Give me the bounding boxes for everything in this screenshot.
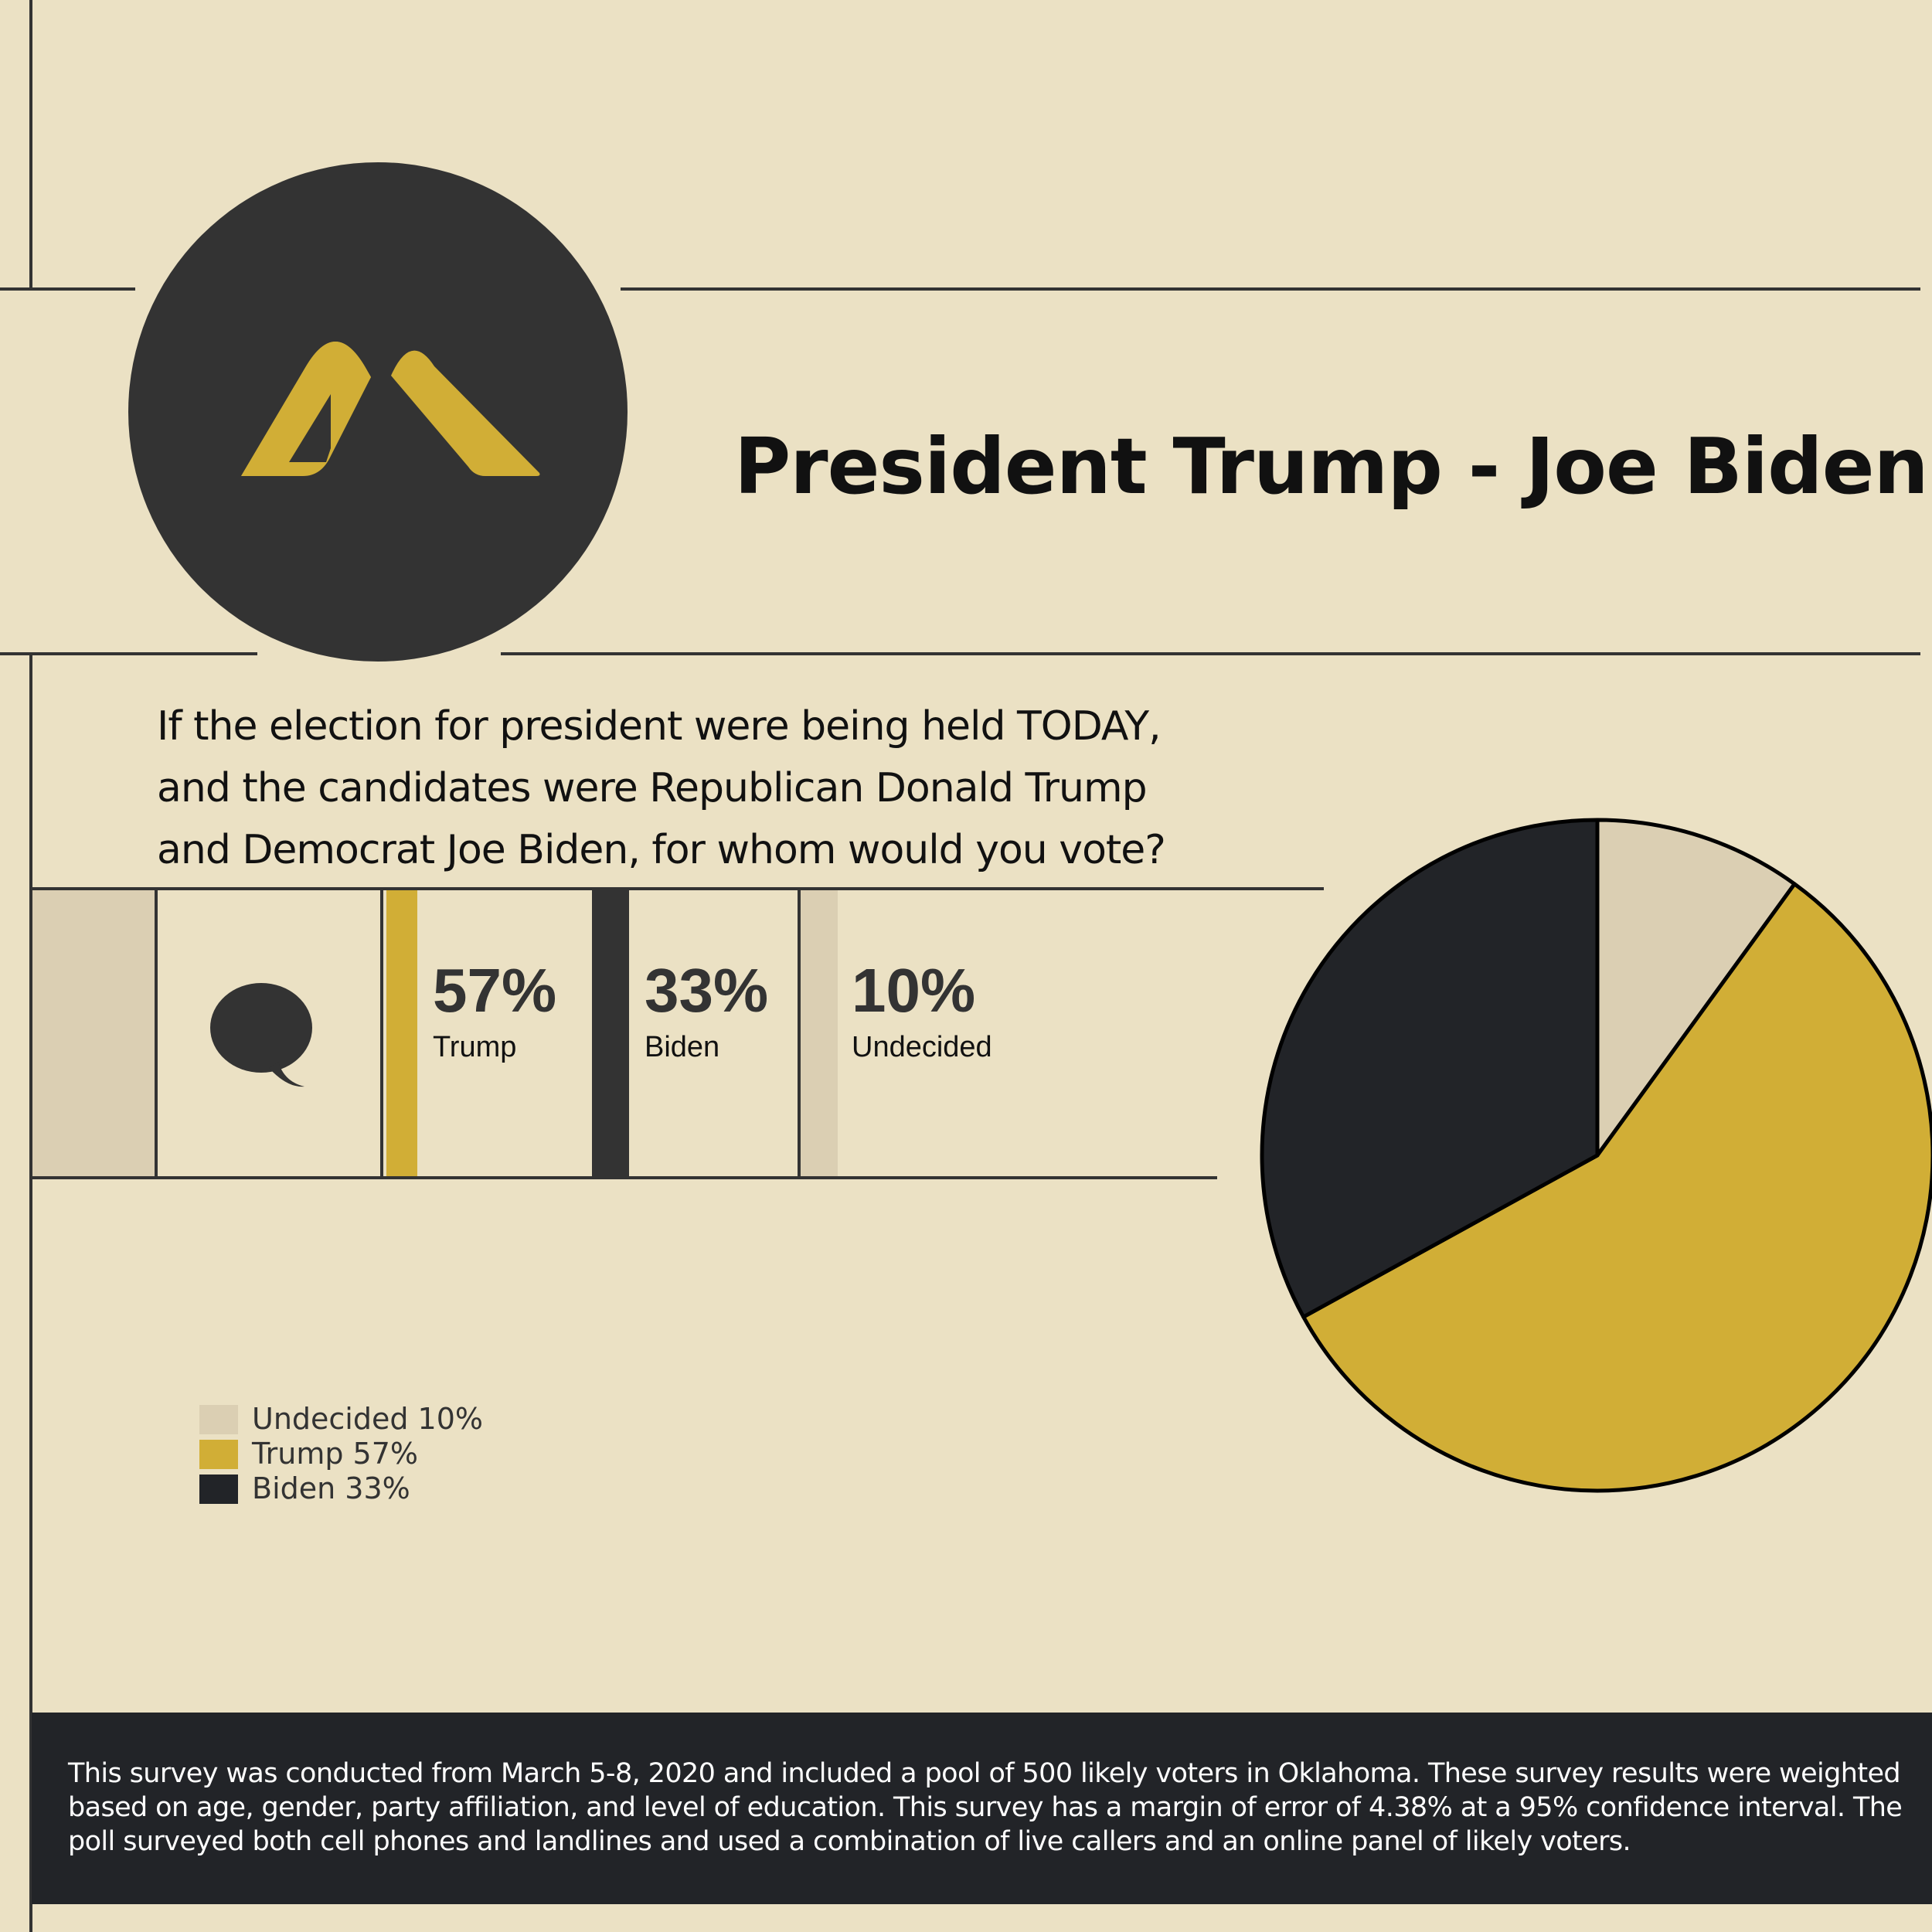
survey-question: If the election for president were being…	[157, 696, 1277, 881]
brand-logo-icon	[241, 342, 540, 476]
header-top-line-left	[0, 287, 135, 291]
legend-swatch	[199, 1475, 238, 1504]
logo-left-notch	[289, 394, 331, 462]
pie-slice-undecided	[1595, 818, 1797, 1158]
speech-bubble-icon	[210, 983, 312, 1087]
stats-divider	[155, 890, 158, 1176]
stats-divider	[798, 890, 801, 1176]
question-line: If the election for president were being…	[157, 703, 1162, 750]
question-line: and Democrat Joe Biden, for whom would y…	[157, 827, 1166, 873]
header-top-line-right	[621, 287, 1920, 291]
stats-bottom-line	[32, 1176, 1217, 1179]
undecided-label: Undecided	[852, 1031, 992, 1063]
legend-label: Biden 33%	[252, 1471, 410, 1505]
header-bottom-line-left	[0, 652, 257, 655]
legend-label: Undecided 10%	[252, 1402, 484, 1436]
stats-top-line	[32, 887, 1324, 890]
stats-left-swatch	[32, 890, 155, 1176]
legend-label: Trump 57%	[252, 1437, 419, 1471]
pie-slice-trump	[1301, 882, 1932, 1493]
footer-methodology-text: This survey was conducted from March 5-8…	[68, 1758, 1903, 1857]
stats-divider	[380, 890, 383, 1176]
left-border-line-bottom	[29, 655, 32, 1932]
biden-label: Biden	[645, 1031, 720, 1063]
biden-color-bar	[592, 890, 629, 1176]
undecided-percent: 10%	[852, 956, 976, 1025]
page-title: President Trump - Joe Biden	[734, 421, 1929, 512]
undecided-color-bar	[801, 890, 838, 1176]
trump-label: Trump	[433, 1031, 517, 1063]
question-line: and the candidates were Republican Donal…	[157, 765, 1148, 811]
footer-panel: This survey was conducted from March 5-8…	[32, 1713, 1932, 1904]
legend-swatch	[199, 1405, 238, 1434]
left-border-line-top	[29, 0, 32, 287]
logo-badge	[128, 162, 628, 662]
logo-left-fill	[241, 342, 371, 476]
pie-slice-biden	[1260, 818, 1600, 1319]
pie-chart	[1260, 818, 1932, 1493]
header-bottom-line-right	[501, 652, 1920, 655]
trump-color-bar	[386, 890, 417, 1176]
logo-right-stroke	[391, 350, 540, 476]
trump-percent: 57%	[433, 956, 557, 1025]
legend-swatch	[199, 1440, 238, 1469]
biden-percent: 33%	[645, 956, 769, 1025]
